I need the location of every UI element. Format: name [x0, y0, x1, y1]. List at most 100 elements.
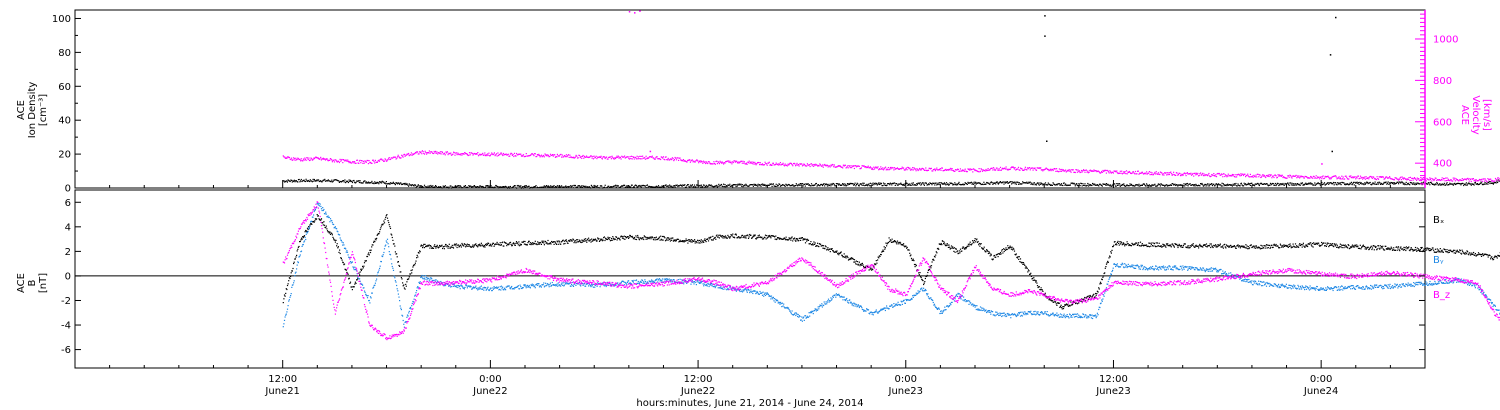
velocity-point [1391, 178, 1393, 180]
velocity-point [652, 157, 654, 159]
b-point-black [355, 282, 357, 284]
velocity-point [302, 158, 304, 160]
ion-density-point [1404, 183, 1407, 185]
velocity-point [521, 155, 523, 157]
ion-density-point [724, 184, 726, 186]
ion-density-point [822, 183, 824, 185]
velocity-point [934, 168, 936, 170]
velocity-point [406, 153, 408, 155]
ion-density-point [1381, 183, 1383, 185]
velocity-point [325, 158, 327, 160]
ion-density-point [716, 184, 718, 186]
b-point-black [697, 240, 699, 242]
b-point-black [515, 242, 517, 244]
ion-density-point [977, 182, 979, 184]
velocity-point [1256, 176, 1258, 178]
ion-density-point [345, 182, 347, 184]
ion-density-point [849, 182, 851, 184]
b-point-black [850, 258, 852, 260]
ion-density-point [1206, 183, 1209, 185]
velocity-point [1459, 179, 1461, 181]
b-point-black [823, 247, 825, 249]
ion-density-point [867, 184, 869, 186]
b-point-black [498, 244, 500, 246]
ion-density-point [633, 186, 635, 188]
b-point-black [496, 241, 498, 243]
b-point-black [958, 252, 960, 254]
velocity-point [833, 166, 835, 168]
velocity-point [1080, 169, 1083, 172]
velocity-point [1044, 168, 1046, 170]
ion-density-point [749, 184, 751, 186]
b-point-black [446, 246, 448, 248]
velocity-point [1243, 173, 1245, 175]
ion-density-point [577, 185, 579, 187]
velocity-point [730, 161, 732, 163]
b-point-black [668, 237, 670, 239]
velocity-point [821, 165, 823, 167]
ion-density-point [1176, 184, 1178, 186]
velocity-point [857, 165, 859, 167]
b-point-black [373, 241, 375, 243]
velocity-point [793, 162, 795, 164]
ion-density-point [491, 186, 493, 188]
velocity-point [1115, 171, 1117, 173]
velocity-point [934, 170, 936, 172]
b-point-black [463, 245, 465, 247]
ion-density-point [574, 184, 576, 187]
ion-density-point [1152, 185, 1154, 187]
velocity-point [861, 165, 863, 167]
velocity-point [1346, 178, 1348, 180]
b-point-black [460, 246, 462, 248]
velocity-point [1122, 172, 1124, 174]
velocity-point [702, 162, 704, 164]
ion-density-point [363, 181, 365, 183]
velocity-point [1095, 170, 1097, 172]
b-point-black [743, 236, 745, 238]
velocity-point [1002, 168, 1004, 170]
velocity-point [1218, 173, 1220, 175]
velocity-point [930, 167, 932, 169]
ion-density-point [1020, 183, 1022, 185]
ion-density-point [1096, 184, 1098, 186]
ion-density-point [621, 185, 624, 187]
ion-density-point [635, 184, 637, 186]
velocity-point [344, 160, 346, 162]
ion-density-point [467, 187, 469, 189]
b-point-black [863, 265, 865, 268]
b-point-black [443, 246, 445, 248]
ion-density-point [1072, 183, 1074, 185]
b-point-black [674, 239, 676, 241]
b-point-black [840, 251, 842, 253]
ion-density-point [930, 183, 932, 185]
velocity-point [603, 156, 605, 158]
ion-density-point [363, 180, 365, 182]
velocity-point [814, 164, 816, 167]
ion-density-point [1463, 184, 1465, 187]
ion-density-point [1086, 184, 1088, 186]
ion-density-point [1343, 182, 1345, 184]
ion-density-point [842, 183, 844, 185]
b-point-black [623, 235, 625, 237]
ion-density-point [515, 187, 517, 189]
velocity-point [1024, 168, 1026, 170]
velocity-point [886, 168, 888, 170]
velocity-point [827, 166, 829, 168]
ion-density-point [488, 185, 490, 187]
b-point-black [726, 237, 728, 239]
velocity-point [487, 154, 489, 156]
velocity-point [1039, 167, 1041, 170]
ion-density-point [1034, 184, 1036, 186]
b-point-black [610, 239, 612, 241]
velocity-point [978, 168, 980, 170]
ion-density-point [1051, 184, 1053, 186]
density-tick-label: 40 [58, 116, 71, 127]
ion-density-point [797, 184, 799, 186]
velocity-point [670, 158, 672, 160]
velocity-point [1406, 179, 1408, 181]
velocity-point [766, 164, 768, 166]
b-point-black [465, 244, 467, 246]
b-point-black [378, 233, 380, 235]
b-point-black [849, 257, 851, 259]
velocity-point [1465, 179, 1467, 181]
